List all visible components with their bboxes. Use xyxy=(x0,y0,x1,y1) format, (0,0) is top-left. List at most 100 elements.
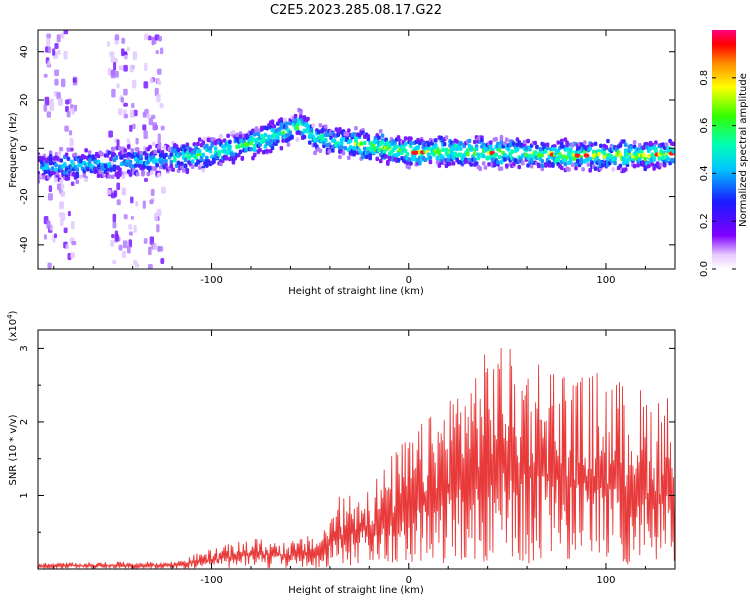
spectrogram-cell xyxy=(623,167,628,172)
spectrogram-noise-cell xyxy=(111,233,115,239)
spectrogram-cell xyxy=(666,156,671,161)
spectrogram-cell xyxy=(107,174,111,179)
spectrogram-noise-cell xyxy=(118,65,124,71)
spectrogram-cell xyxy=(478,166,482,171)
spectrogram-cell xyxy=(469,145,474,150)
spectrogram-cell xyxy=(570,162,575,167)
spectrogram-cell xyxy=(512,161,516,166)
spectrogram-cell xyxy=(290,135,294,140)
spectrogram-noise-cell xyxy=(65,105,69,113)
spectrogram-cell xyxy=(75,179,80,185)
spectrogram-noise-cell xyxy=(58,212,63,218)
spectrogram-cell xyxy=(533,140,537,146)
spectrogram-cell xyxy=(96,173,101,179)
spectrogram-cell xyxy=(387,157,392,162)
spectrogram-cell xyxy=(473,151,477,157)
spectrogram-cell xyxy=(522,139,527,145)
spectrogram-noise-cell xyxy=(47,262,52,269)
spectrogram-cell xyxy=(428,155,433,160)
spectrogram-cell xyxy=(405,151,410,157)
spectrogram-noise-cell xyxy=(56,183,61,191)
spectrogram-noise-cell xyxy=(159,47,164,55)
spectrogram-cell xyxy=(228,145,232,151)
spectrogram-cell xyxy=(238,149,243,155)
spectrogram-cell xyxy=(288,130,293,135)
spectrogram-noise-cell xyxy=(126,46,131,52)
spectrogram-cell xyxy=(75,171,80,176)
spectrogram-cell xyxy=(54,178,58,183)
spectrogram-noise-cell xyxy=(115,233,119,242)
spectrogram-cell xyxy=(467,157,472,163)
spectrogram-cell xyxy=(583,140,587,145)
spectrogram-cell xyxy=(613,155,617,161)
spectrogram-cell xyxy=(63,162,67,167)
spectrogram-cell xyxy=(565,142,569,148)
spectrogram-cell xyxy=(622,160,626,166)
spectrogram-noise-cell xyxy=(70,252,75,259)
spectrogram-cell xyxy=(623,142,628,148)
spectrogram-cell xyxy=(295,137,300,142)
spectrogram-cell xyxy=(671,141,675,147)
snr-xtick-label: 0 xyxy=(406,575,412,586)
spectrogram-noise-cell xyxy=(129,109,135,118)
spectrogram-cell xyxy=(442,141,447,147)
spectrogram-cell xyxy=(48,150,53,155)
spectrogram-cell xyxy=(418,161,422,166)
spectrogram-noise-cell xyxy=(131,79,137,89)
colorbar-gradient xyxy=(712,30,736,269)
spectrogram-cell xyxy=(494,136,498,142)
spectrogram-cell xyxy=(155,162,159,168)
spectrogram-cell xyxy=(190,164,195,169)
spectrogram-cell xyxy=(403,148,408,154)
spectrogram-cell xyxy=(661,155,665,161)
spectrogram-cell xyxy=(107,161,111,167)
spectrogram-cell xyxy=(59,158,64,163)
spectrogram-noise-cell xyxy=(157,133,161,143)
spectrogram-cell xyxy=(78,162,83,168)
spectrogram-noise-cell xyxy=(156,68,162,75)
spectrogram-cell xyxy=(283,117,287,123)
spectrogram-cell xyxy=(536,163,541,169)
spectrogram-cell xyxy=(526,163,530,168)
spectrogram-cell xyxy=(201,140,206,146)
spectrogram-noise-cell xyxy=(114,70,119,78)
spectrogram-cell xyxy=(183,157,188,163)
spectrogram-cell xyxy=(593,166,598,171)
spectrogram-cell xyxy=(164,152,168,158)
spectrogram-cell xyxy=(309,128,314,133)
spectrogram-cell xyxy=(504,163,509,168)
spectrogram-cell xyxy=(43,169,48,175)
spectrogram-cell xyxy=(123,148,127,153)
spectrogram-cell xyxy=(465,152,470,157)
spectrogram-noise-cell xyxy=(160,258,165,265)
spectrogram-cell xyxy=(416,145,420,150)
spectrogram-cell xyxy=(654,146,658,152)
spectrogram-cell xyxy=(64,152,69,157)
spectrogram-cell xyxy=(96,153,101,159)
spectrogram-cell xyxy=(508,143,513,148)
spectrogram-cell xyxy=(73,152,78,157)
spectrogram-noise-cell xyxy=(60,32,65,39)
chart-title: C2E5.2023.285.08.17.G22 xyxy=(270,3,442,18)
spectrogram-noise-cell xyxy=(110,56,116,63)
spectrogram-cell xyxy=(341,151,346,156)
spectrogram-cell xyxy=(180,161,184,166)
spectrogram-cell xyxy=(489,144,493,149)
spectrogram-cell xyxy=(231,130,236,135)
spectrogram-cell xyxy=(352,152,356,157)
spectrogram-cell xyxy=(371,143,376,148)
spectrogram-cell xyxy=(380,133,385,138)
spectrogram-noise-cell xyxy=(106,189,112,195)
spectrogram-noise-cell xyxy=(148,117,154,126)
spectrogram-cell xyxy=(302,134,307,140)
spectrogram-cell xyxy=(552,146,557,152)
spectrogram-cell xyxy=(213,146,218,151)
snr-scale-prefix: (x10 xyxy=(8,319,19,342)
spectrogram-cell xyxy=(190,159,195,164)
spectrogram-cell xyxy=(671,149,675,154)
spectrogram-ytick-label: 20 xyxy=(19,94,30,107)
spectrogram-cell xyxy=(567,167,571,172)
spectrogram-cell xyxy=(338,154,342,160)
spectrogram-cell xyxy=(464,159,468,164)
spectrogram-noise-cell xyxy=(66,111,71,118)
